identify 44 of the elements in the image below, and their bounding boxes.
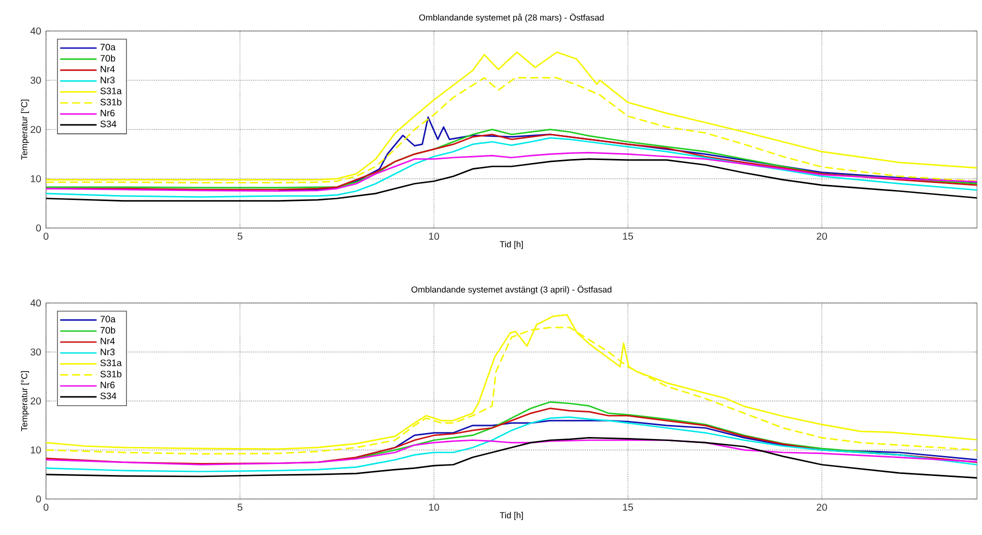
- x-tick-label: 20: [816, 504, 827, 511]
- y-tick-label: 10: [30, 446, 41, 454]
- x-tick-label: 5: [238, 232, 242, 240]
- x-tick-label: 5: [238, 504, 242, 511]
- legend-label: S31b: [100, 98, 122, 106]
- y-tick-label: 30: [30, 348, 41, 356]
- legend-label: Nr6: [100, 110, 115, 116]
- x-tick-label: 10: [429, 504, 440, 511]
- x-axis-title: Tid [h]: [500, 512, 523, 520]
- y-tick-label: 40: [30, 299, 41, 307]
- legend-label: Nr4: [100, 338, 115, 344]
- y-tick-label: 30: [30, 76, 41, 84]
- legend-label: Nr6: [100, 382, 115, 388]
- legend-label: Nr3: [100, 76, 115, 84]
- y-tick-label: 0: [36, 224, 41, 232]
- legend-label: S34: [100, 120, 116, 128]
- legend-label: 70a: [100, 316, 116, 322]
- legend-label: S34: [100, 392, 116, 400]
- y-tick-label: 10: [30, 175, 41, 182]
- x-tick-label: 0: [44, 504, 48, 511]
- legend-label: S31a: [100, 360, 122, 366]
- line-series: [46, 416, 977, 472]
- y-tick-label: 20: [30, 397, 41, 405]
- chart-title: Omblandande systemet på (28 mars) - Östfasad: [419, 13, 604, 22]
- x-axis-title: Tid [h]: [500, 240, 523, 250]
- x-tick-label: 15: [623, 232, 634, 240]
- legend-label: Nr3: [100, 348, 115, 356]
- legend-label: 70a: [100, 44, 116, 50]
- x-tick-label: 15: [623, 504, 634, 511]
- y-tick-label: 20: [30, 126, 41, 134]
- y-tick-label: 40: [30, 27, 41, 35]
- y-axis-title: Temperatur [°C]: [20, 100, 30, 160]
- legend-label: Nr4: [100, 66, 115, 72]
- chart-title: Omblandande systemet avstängt (3 april) - Östfasad: [411, 285, 612, 294]
- line-series: [46, 437, 977, 479]
- x-tick-label: 20: [816, 232, 827, 240]
- legend-label: 70b: [100, 326, 116, 334]
- y-axis-title: Temperatur [°C]: [20, 371, 30, 432]
- x-tick-label: 10: [429, 232, 440, 240]
- y-tick-label: 0: [36, 495, 41, 503]
- legend-label: S31b: [100, 370, 122, 378]
- legend-label: 70b: [100, 54, 116, 62]
- x-tick-label: 0: [44, 232, 48, 240]
- legend-label: S31a: [100, 88, 122, 94]
